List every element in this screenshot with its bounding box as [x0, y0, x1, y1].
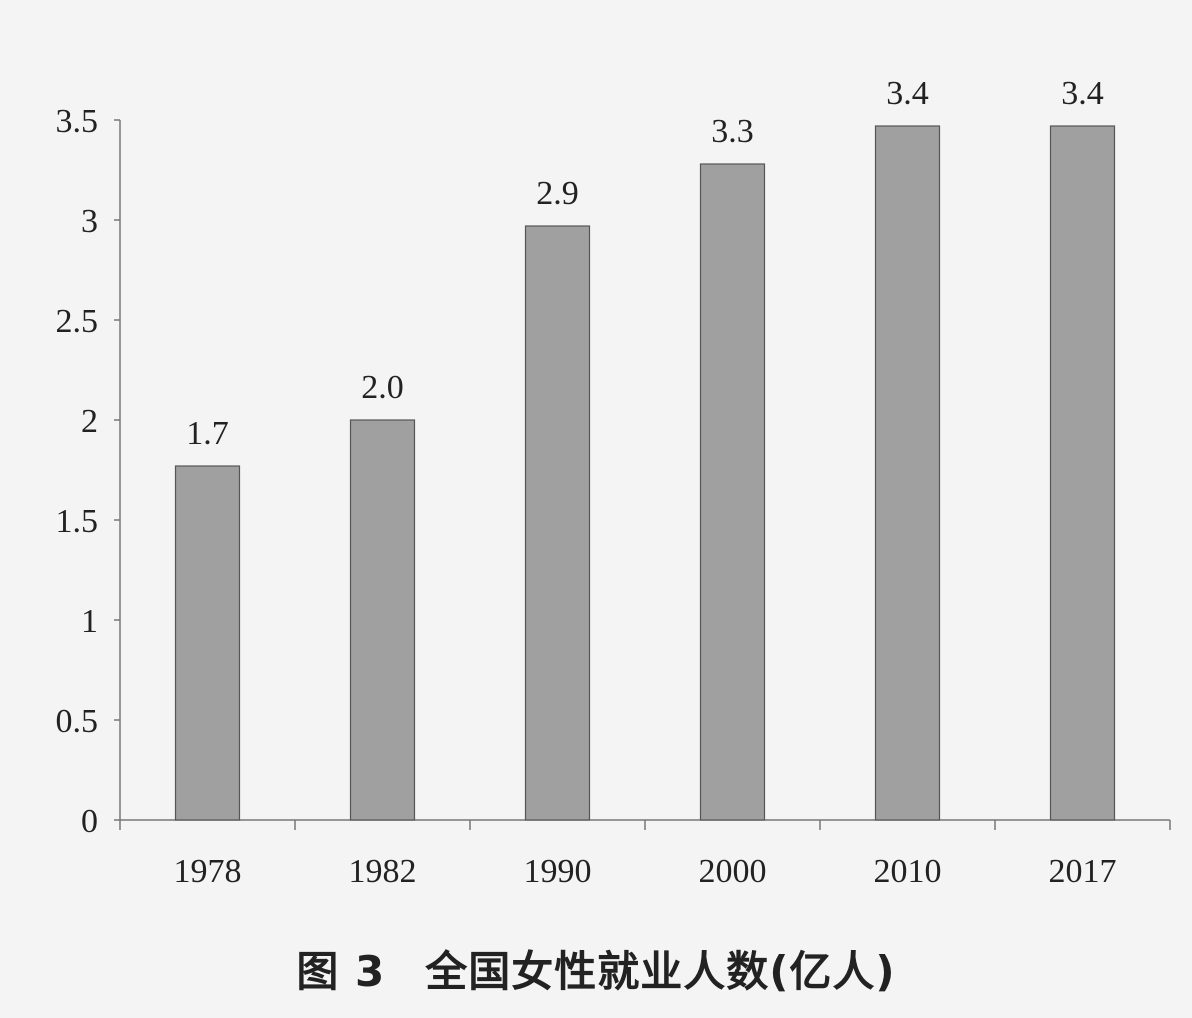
figure-title: 全国女性就业人数(亿人)	[425, 947, 896, 996]
data-label-2010: 3.4	[886, 75, 929, 112]
data-label-1990: 2.9	[536, 175, 579, 212]
chart-bars	[174, 125, 1116, 821]
data-label-1982: 2.0	[361, 369, 404, 406]
y-tick-label: 0	[81, 803, 98, 840]
bar-2010	[874, 125, 941, 821]
data-label-2000: 3.3	[711, 113, 754, 150]
chart-axes: 0 0.5 1 1.5 2 2.5 3 3.5	[56, 103, 1171, 840]
x-tick-label-2017: 2017	[1049, 853, 1117, 890]
bar-1982	[349, 419, 416, 821]
x-tick-label-1978: 1978	[174, 853, 242, 890]
x-tick-label-2000: 2000	[699, 853, 767, 890]
y-tick-label: 2.5	[56, 303, 99, 340]
bar-2017	[1049, 125, 1116, 821]
y-tick-label: 1	[81, 603, 98, 640]
chart-labels: 1.7 1978 2.0 1982 2.9 1990 3.3 2000 3.4 2010 3.4 20…	[174, 75, 1117, 890]
data-label-1978: 1.7	[186, 415, 229, 452]
data-label-2017: 3.4	[1061, 75, 1104, 112]
figure-number: 图 3	[296, 947, 386, 996]
x-tick-label-1990: 1990	[524, 853, 592, 890]
figure-caption: 图 3 全国女性就业人数(亿人)	[0, 938, 1192, 999]
y-tick-label: 1.5	[56, 503, 99, 540]
x-tick-label-1982: 1982	[349, 853, 417, 890]
bar-1990	[524, 225, 591, 821]
y-tick-label: 2	[81, 403, 98, 440]
y-tick-label: 3	[81, 203, 98, 240]
y-tick-label: 3.5	[56, 103, 99, 140]
bar-chart: 0 0.5 1 1.5 2 2.5 3 3.5 1.7 1978 2.0 1982 2.9 1990 3.…	[56, 75, 1171, 890]
y-tick-label: 0.5	[56, 703, 99, 740]
x-tick-label-2010: 2010	[874, 853, 942, 890]
bar-2000	[699, 163, 766, 821]
bar-1978	[174, 465, 241, 821]
